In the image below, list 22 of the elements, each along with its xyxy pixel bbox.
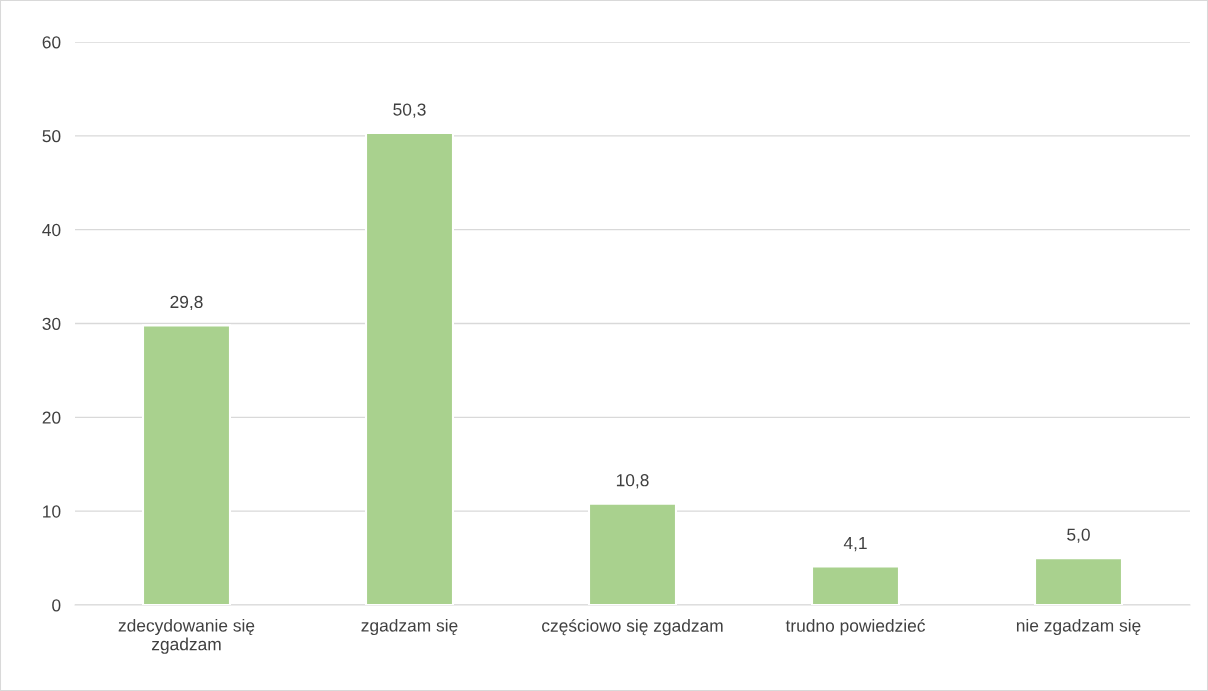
x-tick-label: zdecydowanie się zgadzam [118,618,255,654]
bar [810,565,901,605]
x-tick-label: nie zgadzam się [1016,618,1141,636]
data-label: 10,8 [616,474,649,489]
y-tick-label: 20 [42,411,61,424]
x-tick-label: zgadzam się [361,618,458,636]
y-tick-label: 60 [42,36,61,49]
y-tick-label: 30 [42,317,61,330]
data-label: 5,0 [1067,528,1090,543]
y-tick-label: 10 [43,505,61,518]
y-tick-label: 50 [42,130,61,143]
bar [141,324,232,605]
y-tick-label: 0 [52,599,61,612]
bar [364,131,455,605]
x-tick-label: częściowo się zgadzam [542,618,723,636]
y-tick-label: 40 [42,223,61,237]
data-label: 29,8 [170,295,203,311]
data-label: 4,1 [843,537,867,552]
data-label: 50,3 [393,103,426,118]
x-tick-label: trudno powiedzieć [785,618,926,636]
bar [587,502,678,605]
bar [1033,557,1124,605]
